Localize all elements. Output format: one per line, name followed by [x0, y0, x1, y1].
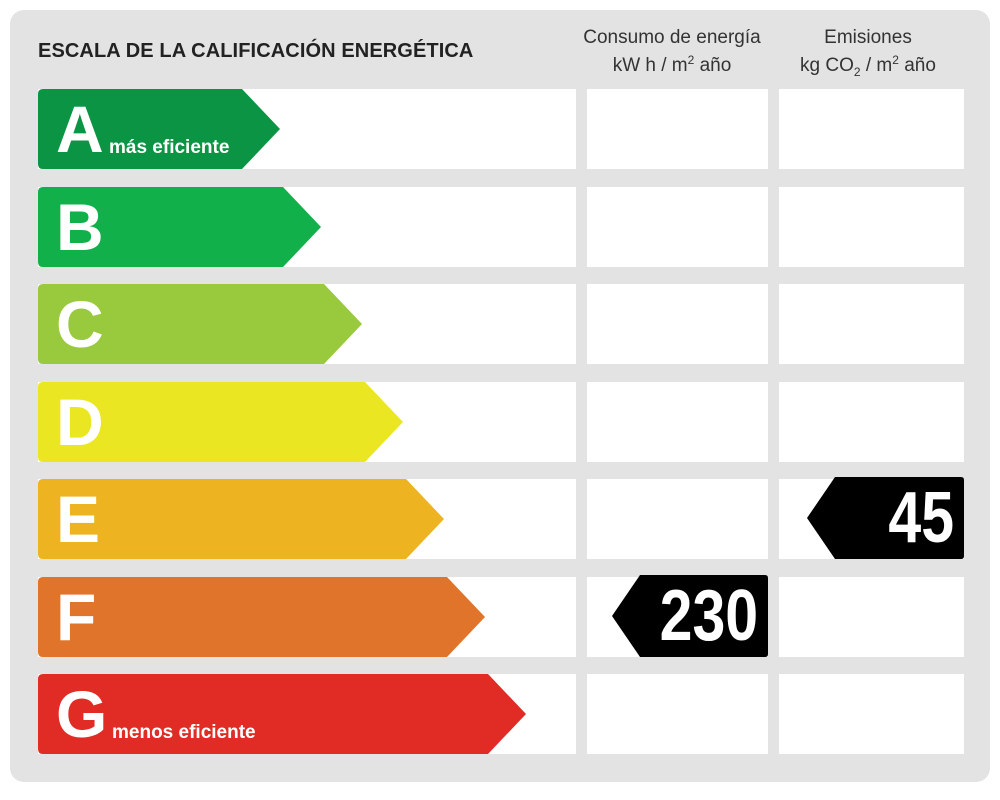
emissions-cell-f: [779, 577, 964, 657]
energy-marker-arrow: [612, 575, 768, 657]
emissions-column-header: Emisiones kg CO2 / m2 año: [768, 24, 968, 80]
band-arrow-c: [38, 284, 362, 364]
emissions-header-line1: Emisiones: [824, 27, 912, 48]
emissions-marker-arrow: [807, 477, 964, 559]
band-arrow-b: [38, 187, 321, 267]
emissions-cell-a: [779, 89, 964, 169]
band-arrow-shape-b: [38, 187, 321, 267]
emissions-rating-value: 45: [888, 478, 954, 558]
band-arrow-shape-f: [38, 577, 485, 657]
scale-title: ESCALA DE LA CALIFICACIÓN ENERGÉTICA: [38, 40, 474, 62]
emissions-cell-g: [779, 674, 964, 754]
emissions-header-unit: kg CO2 / m2 año: [800, 53, 936, 79]
band-b: B: [38, 187, 321, 267]
band-letter-g: G: [56, 677, 108, 751]
band-letter-d: D: [56, 385, 104, 459]
band-arrow-g: [38, 674, 526, 754]
energy-header-line1: Consumo de energía: [583, 27, 761, 48]
band-letter-c: C: [56, 287, 104, 361]
band-f: F: [38, 577, 485, 657]
energy-cell-e: [587, 479, 768, 559]
band-letter-a: A: [56, 92, 104, 166]
band-note-a: más eficiente: [109, 137, 230, 158]
emissions-cell-c: [779, 284, 964, 364]
emissions-rating-marker: 45: [807, 477, 964, 559]
band-d: D: [38, 382, 403, 462]
band-c: C: [38, 284, 362, 364]
band-arrow-shape-d: [38, 382, 403, 462]
band-arrow-a: [38, 89, 280, 169]
band-arrow-shape-c: [38, 284, 362, 364]
energy-cell-c: [587, 284, 768, 364]
band-arrow-e: [38, 479, 444, 559]
emissions-marker-shape: [807, 477, 964, 559]
band-arrow-shape-g: [38, 674, 526, 754]
emissions-cell-d: [779, 382, 964, 462]
band-letter-e: E: [56, 482, 101, 556]
band-arrow-f: [38, 577, 485, 657]
energy-header-unit: kW h / m2 año: [612, 53, 732, 76]
energy-cell-b: [587, 187, 768, 267]
energy-cell-d: [587, 382, 768, 462]
energy-rating-value: 230: [659, 576, 758, 656]
band-arrow-shape-e: [38, 479, 444, 559]
band-e: E: [38, 479, 444, 559]
band-letter-f: F: [56, 580, 97, 654]
band-letter-b: B: [56, 190, 104, 264]
emissions-cell-b: [779, 187, 964, 267]
energy-cell-g: [587, 674, 768, 754]
energy-marker-shape: [612, 575, 768, 657]
energy-cell-a: [587, 89, 768, 169]
band-arrow-d: [38, 382, 403, 462]
band-arrow-shape-a: [38, 89, 280, 169]
energy-column-header: Consumo de energía kW h / m2 año: [576, 24, 768, 80]
energy-rating-marker: 230: [612, 575, 768, 657]
band-note-g: menos eficiente: [112, 722, 256, 743]
